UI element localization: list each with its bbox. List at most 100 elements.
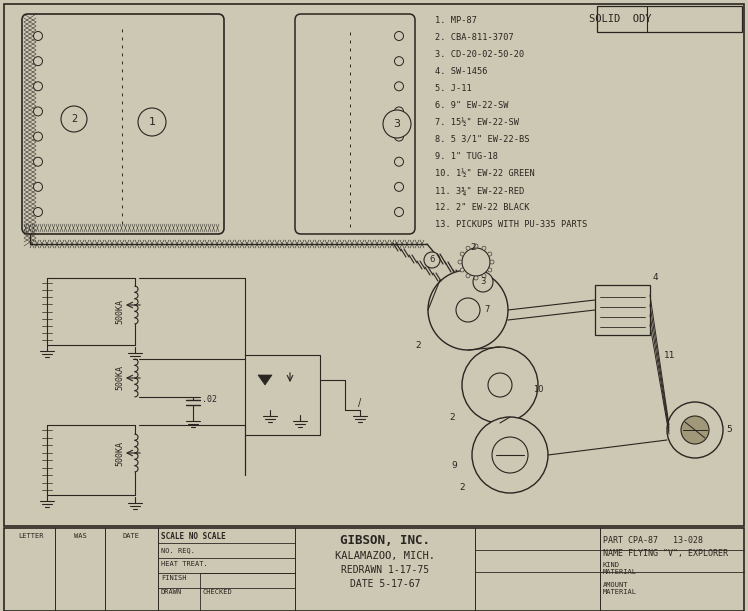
Circle shape [34, 57, 43, 65]
Text: WAS: WAS [73, 533, 86, 539]
Circle shape [466, 274, 470, 278]
Text: 2: 2 [450, 414, 455, 422]
Bar [245, 355, 320, 435]
Circle shape [394, 57, 403, 65]
Circle shape [462, 248, 490, 276]
Circle shape [34, 32, 43, 40]
Text: 8. 5 3/1" EW-22-BS: 8. 5 3/1" EW-22-BS [435, 135, 530, 144]
Circle shape [394, 182, 403, 191]
Circle shape [138, 108, 166, 136]
Circle shape [34, 82, 43, 91]
Circle shape [458, 260, 462, 264]
Text: MATERIAL: MATERIAL [603, 589, 637, 595]
FancyBboxPatch shape [295, 14, 415, 234]
Text: SOLID  ODY: SOLID ODY [589, 14, 652, 24]
Circle shape [472, 417, 548, 493]
Circle shape [488, 252, 492, 256]
Text: 9. 1" TUG-18: 9. 1" TUG-18 [435, 152, 498, 161]
Text: REDRAWN 1-17-75: REDRAWN 1-17-75 [341, 565, 429, 575]
Text: NO. REQ.: NO. REQ. [161, 547, 195, 553]
Text: 500KA: 500KA [115, 365, 124, 390]
Text: 10. 1½" EW-22 GREEN: 10. 1½" EW-22 GREEN [435, 169, 535, 178]
Circle shape [492, 437, 528, 473]
Text: CHECKED: CHECKED [203, 589, 233, 595]
Text: 6. 9" EW-22-SW: 6. 9" EW-22-SW [435, 101, 509, 110]
Circle shape [394, 157, 403, 166]
Circle shape [428, 270, 508, 350]
Text: 4: 4 [652, 273, 657, 282]
Circle shape [460, 268, 465, 272]
Circle shape [394, 32, 403, 40]
Text: /: / [358, 398, 361, 408]
Text: 7: 7 [484, 304, 490, 313]
Circle shape [466, 246, 470, 250]
Circle shape [667, 402, 723, 458]
Text: DRAWN: DRAWN [161, 589, 183, 595]
Text: 12. 2" EW-22 BLACK: 12. 2" EW-22 BLACK [435, 203, 530, 212]
Text: MATERIAL: MATERIAL [603, 569, 637, 575]
Text: 2: 2 [470, 244, 476, 252]
Circle shape [490, 260, 494, 264]
FancyBboxPatch shape [22, 14, 224, 234]
Text: FINISH: FINISH [161, 575, 186, 581]
Text: 500KA: 500KA [115, 299, 124, 324]
Text: LETTER: LETTER [18, 533, 43, 539]
Text: 13. PICKUPS WITH PU-335 PARTS: 13. PICKUPS WITH PU-335 PARTS [435, 220, 587, 229]
Circle shape [456, 298, 480, 322]
Text: AMOUNT: AMOUNT [603, 582, 628, 588]
Text: DATE: DATE [123, 533, 139, 539]
Text: 6: 6 [429, 255, 435, 265]
Circle shape [479, 301, 495, 317]
Circle shape [488, 373, 512, 397]
Text: 3: 3 [480, 277, 485, 287]
Text: 2: 2 [459, 483, 465, 492]
Text: 3: 3 [393, 119, 400, 129]
Text: 1: 1 [149, 117, 156, 127]
Circle shape [394, 132, 403, 141]
Circle shape [488, 268, 492, 272]
Text: GIBSON, INC.: GIBSON, INC. [340, 535, 430, 547]
Circle shape [34, 182, 43, 191]
Text: .02: .02 [202, 395, 217, 404]
Circle shape [424, 252, 440, 268]
Text: 9: 9 [451, 461, 457, 469]
Text: 500KA: 500KA [115, 441, 124, 466]
Bar [4, 528, 744, 611]
Text: 4. SW-1456: 4. SW-1456 [435, 67, 488, 76]
Circle shape [34, 107, 43, 116]
Text: 7. 15½" EW-22-SW: 7. 15½" EW-22-SW [435, 118, 519, 127]
Circle shape [34, 132, 43, 141]
Circle shape [394, 208, 403, 216]
Circle shape [394, 82, 403, 91]
Circle shape [34, 157, 43, 166]
Text: 10: 10 [533, 386, 544, 395]
Text: SCALE NO SCALE: SCALE NO SCALE [161, 532, 226, 541]
Text: 2: 2 [415, 340, 421, 349]
Text: 1. MP-87: 1. MP-87 [435, 16, 477, 25]
Circle shape [460, 252, 465, 256]
Text: KALAMAZOO, MICH.: KALAMAZOO, MICH. [335, 551, 435, 561]
Circle shape [394, 107, 403, 116]
Text: DATE 5-17-67: DATE 5-17-67 [350, 579, 420, 589]
Text: KIND: KIND [603, 562, 620, 568]
Circle shape [462, 347, 538, 423]
Text: 5: 5 [726, 425, 732, 434]
Circle shape [474, 244, 478, 248]
Text: 2: 2 [71, 114, 77, 124]
Text: 2. CBA-811-3707: 2. CBA-811-3707 [435, 33, 514, 42]
Bar [595, 285, 650, 335]
Text: 11. 3¾" EW-22-RED: 11. 3¾" EW-22-RED [435, 186, 524, 195]
Polygon shape [258, 375, 272, 385]
Circle shape [383, 110, 411, 138]
Bar [597, 6, 742, 32]
Circle shape [61, 106, 87, 132]
Text: NAME FLYING "V", EXPLORER: NAME FLYING "V", EXPLORER [603, 549, 728, 558]
Circle shape [34, 208, 43, 216]
Bar [4, 4, 744, 526]
Text: 5. J-11: 5. J-11 [435, 84, 472, 93]
Text: HEAT TREAT.: HEAT TREAT. [161, 561, 208, 567]
Text: PART CPA-87   13-028: PART CPA-87 13-028 [603, 536, 703, 545]
Circle shape [474, 276, 478, 280]
Text: 3. CD-20-02-50-20: 3. CD-20-02-50-20 [435, 50, 524, 59]
Circle shape [482, 246, 486, 250]
